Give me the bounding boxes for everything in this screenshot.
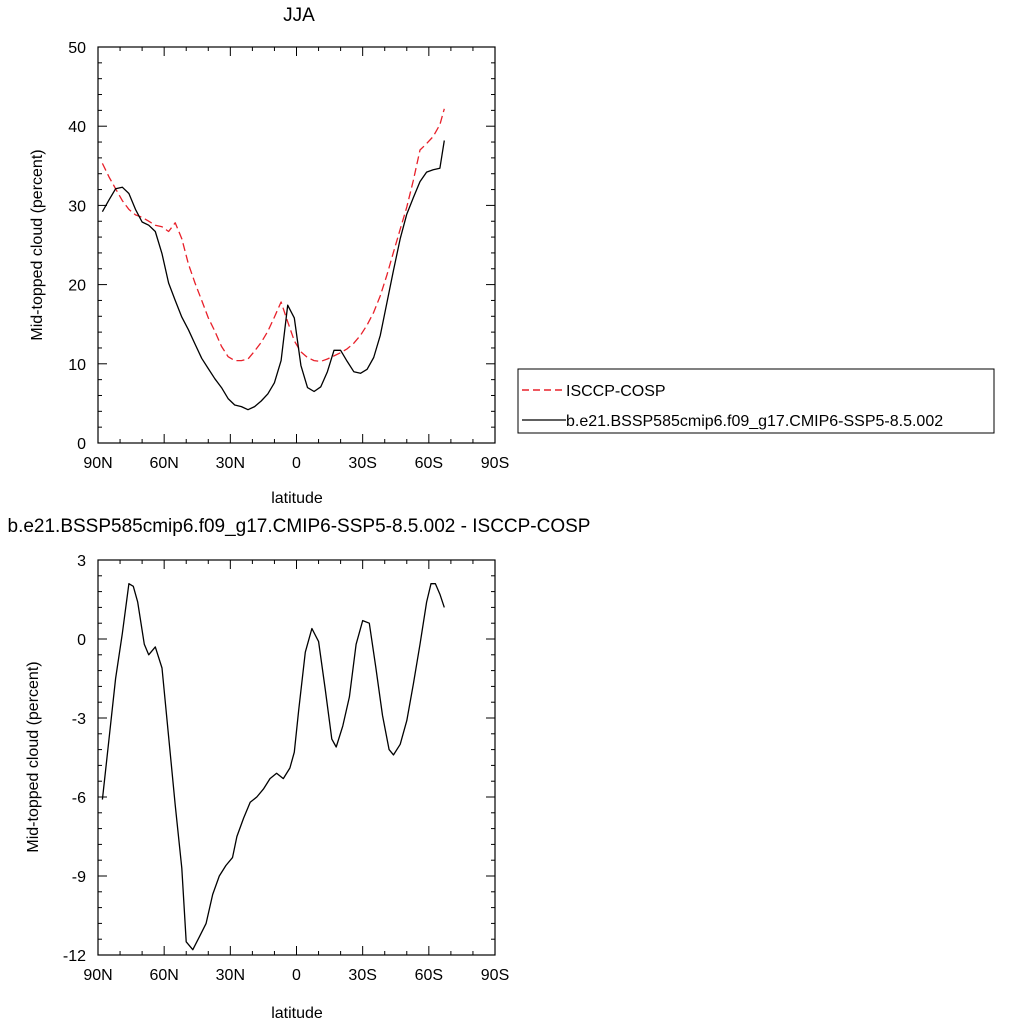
top-plot-area: 90N 60N 30N 0 30S 60S 90S 0 10 20 30 40 50 — [68, 40, 509, 472]
top-x-tick-label: 60S — [415, 455, 443, 472]
top-chart: JJA 90N 60N 30N 0 30S 60S 90S 0 10 20 30 40 50 latit… — [29, 5, 509, 507]
bottom-x-tick-label: 0 — [292, 967, 301, 984]
bottom-x-tick-label: 30S — [348, 967, 376, 984]
top-y-tick-label: 0 — [77, 436, 86, 453]
top-y-tick-label: 10 — [68, 357, 86, 374]
top-y-tick-label: 30 — [68, 198, 86, 215]
bottom-y-tick-label: 0 — [77, 632, 86, 649]
top-y-tick-label: 40 — [68, 119, 86, 136]
legend-box — [517, 368, 995, 434]
bottom-x-tick-label: 90N — [83, 967, 112, 984]
bottom-y-tick-label: -9 — [72, 869, 86, 886]
bottom-x-axis-title: latitude — [271, 1005, 323, 1022]
legend-label-model: b.e21.BSSP585cmip6.f09_g17.CMIP6-SSP5-8.… — [566, 413, 943, 430]
bottom-x-tick-label: 60N — [149, 967, 178, 984]
bottom-y-axis-title: Mid-topped cloud (percent) — [25, 661, 42, 852]
bottom-x-tick-label: 60S — [415, 967, 443, 984]
top-y-tick-label: 20 — [68, 278, 86, 295]
top-x-tick-label: 30S — [348, 455, 376, 472]
bottom-chart: b.e21.BSSP585cmip6.f09_g17.CMIP6-SSP5-8.… — [8, 516, 591, 1022]
bottom-plot-area: 90N 60N 30N 0 30S 60S 90S -12 -9 -6 -3 0 3 — [63, 553, 509, 984]
top-series-line-0 — [101, 108, 445, 363]
top-x-tick-label: 0 — [292, 455, 301, 472]
top-x-tick-label: 60N — [149, 455, 178, 472]
bottom-y-tick-label: 3 — [77, 553, 86, 570]
top-plot-frame — [97, 46, 496, 444]
bottom-y-tick-label: -3 — [72, 711, 86, 728]
bottom-y-tick-label: -6 — [72, 790, 86, 807]
bottom-series-line-0 — [101, 583, 445, 951]
top-series-line-1 — [101, 140, 445, 411]
top-x-axis-title: latitude — [271, 490, 323, 507]
bottom-x-tick-label: 90S — [481, 967, 509, 984]
legend-label-isccp: ISCCP-COSP — [566, 383, 666, 400]
top-y-tick-label: 50 — [68, 40, 86, 57]
bottom-plot-frame — [97, 559, 496, 956]
top-x-tick-label: 90S — [481, 455, 509, 472]
bottom-chart-title: b.e21.BSSP585cmip6.f09_g17.CMIP6-SSP5-8.… — [8, 516, 591, 537]
bottom-y-tick-label: -12 — [63, 948, 86, 965]
legend: ISCCP-COSP b.e21.BSSP585cmip6.f09_g17.CM… — [517, 368, 995, 434]
top-chart-title: JJA — [283, 5, 315, 26]
top-x-tick-label: 30N — [216, 455, 245, 472]
top-y-axis-title: Mid-topped cloud (percent) — [29, 149, 46, 340]
top-x-tick-label: 90N — [83, 455, 112, 472]
bottom-x-tick-label: 30N — [216, 967, 245, 984]
